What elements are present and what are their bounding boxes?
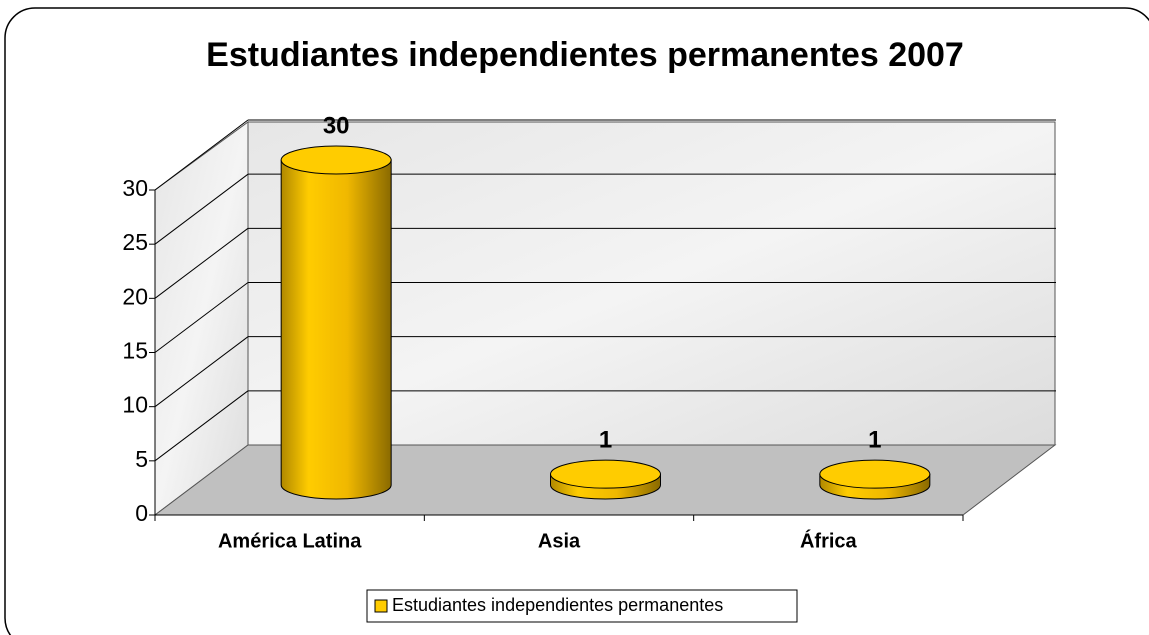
legend-frame [366,589,798,623]
legend-swatch [374,599,388,613]
y-tick-label: 15 [122,338,148,364]
data-label: 1 [868,427,881,454]
bar-cap [819,459,931,489]
x-tick-label: África [800,529,858,552]
bar [280,159,392,500]
grid-line [154,390,249,462]
y-tick-label: 0 [135,500,148,526]
data-label: 30 [323,112,350,139]
x-tick-label: Asia [538,530,581,552]
data-label: 1 [599,427,612,454]
grid-line [154,173,249,245]
grid-line [154,282,249,353]
bar-cap [550,459,661,489]
y-tick-label: 5 [135,446,148,472]
grid-line [154,336,249,408]
y-tick-label: 30 [122,175,148,201]
y-tick-label: 25 [122,229,148,255]
chart-title: Estudiantes independientes permanentes 2… [206,36,964,74]
x-tick-label: América Latina [218,530,362,552]
bar-cap [280,145,392,175]
grid-line [154,119,249,191]
grid-line [154,227,249,299]
y-tick-label: 10 [122,392,148,418]
legend: Estudiantes independientes permanentes [366,589,798,623]
legend-label: Estudiantes independientes permanentes [392,595,723,615]
y-tick-label: 20 [122,283,148,309]
